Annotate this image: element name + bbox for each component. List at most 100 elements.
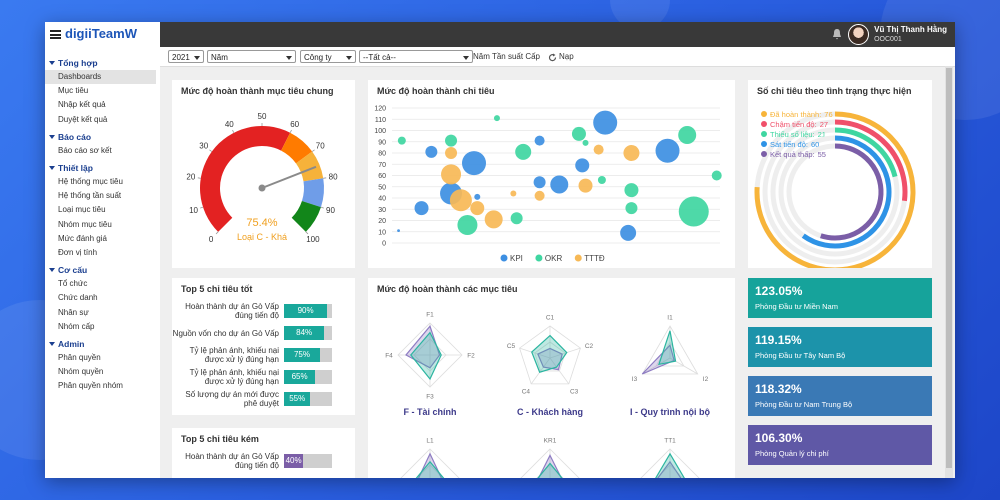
gauge-tick-label: 10 [189,206,198,215]
bubble [678,196,709,227]
menu-item[interactable]: Tổ chức [58,279,88,289]
menu-item[interactable]: Nhóm mục tiêu [58,219,112,229]
radar-axis-label: C1 [546,315,555,322]
menu-item[interactable]: Nhân sự [58,307,89,317]
scroll-thumb[interactable] [946,68,952,468]
bubble [534,135,545,146]
radar-grid [641,325,699,375]
gauge-tick-label: 80 [329,173,338,182]
menu-item[interactable]: Hệ thống tần suất [58,191,122,201]
menu-item[interactable]: Mức đánh giá [58,233,107,243]
gauge-needle [261,165,317,189]
menu-toggle[interactable] [50,30,61,39]
gauge-tick [232,129,235,133]
menu-item[interactable]: Đơn vị tính [58,248,98,258]
logo[interactable]: digiiTeamW [65,26,137,41]
menu-group[interactable]: Báo cáo [45,130,160,144]
gauge-band [281,132,313,164]
radar-axis [530,357,551,385]
menu-item[interactable]: Nhóm quyền [58,367,104,377]
kpi-card: 119.15% Phòng Đầu tư Tây Nam Bộ [748,327,932,367]
gauge-tick [289,129,292,133]
y-tick-label: 10 [378,229,386,236]
bubble [711,170,722,181]
user-info: Vũ Thị Thanh Hằng OOC001 [874,25,947,44]
radar-panel: F1 F2 F3 F4 F - Tài chính C1 C2 C3 C4 C5 C - Khách… [368,278,735,478]
menu-group[interactable]: Admin [45,337,160,351]
sidebar: Tổng hợp Dashboards Mục tiêu Nhập kết quả Du… [45,47,160,478]
legend-entry: Thiếu số liệu: 21 [770,130,826,139]
panel-title: Mức độ hoàn thành chỉ tiêu [377,86,495,96]
reload-icon [548,53,557,62]
radar-axis-label: F4 [385,353,393,360]
kpi-card: 118.32% Phòng Đầu tư Nam Trung Bộ [748,376,932,416]
bubble [457,215,478,235]
gauge-tick-label: 70 [316,142,325,151]
year-select[interactable]: 2021 [168,50,204,63]
menu-group[interactable]: Tổng hợp [45,56,160,70]
radar-series [655,452,685,478]
panel-title: Mức độ hoàn thành các mục tiêu [377,284,518,294]
bubble [397,136,406,145]
bubble [575,158,590,173]
gauge-band [199,125,291,232]
menu-item[interactable]: Dashboards [45,70,156,85]
card-label: Phòng Đầu tư Nam Trung Bộ [755,400,853,409]
bubble [678,126,697,144]
menu-group[interactable]: Thiết lập [45,161,160,175]
radar-series [658,330,677,366]
period-select[interactable]: Năm [207,50,296,63]
legend-label: Đã hoàn thành: [770,110,821,119]
menu-item[interactable]: Báo cáo sơ kết [58,145,112,155]
radar-grid [640,448,700,478]
top-bar: Vũ Thị Thanh Hằng OOC001 [45,22,955,47]
avatar [848,24,870,45]
bar-value-label: 40% [285,456,302,465]
menu-item[interactable]: Hệ thống mục tiêu [58,177,123,187]
reload-button[interactable]: Nạp [559,52,574,61]
user-box[interactable]: Vũ Thị Thanh Hằng OOC001 [842,24,947,45]
bubble [414,201,429,216]
bubble [624,183,639,198]
radar-series [531,334,568,373]
menu-item[interactable]: Loại mục tiêu [58,205,106,215]
radar-charts: F1 F2 F3 F4 F - Tài chính C1 C2 C3 C4 C5 C - Khách… [385,312,710,478]
radar-series [657,460,682,478]
legend-marker [761,111,767,117]
bar-track: 40% [284,454,332,468]
bar: 84% [284,326,325,340]
menu-item[interactable]: Chức danh [58,293,98,303]
bubble [593,110,618,135]
logo-area: digiiTeamW [45,22,160,47]
unit-select[interactable]: Công ty [300,50,356,63]
bar: 65% [284,370,316,384]
menu-item[interactable]: Phân quyền nhóm [58,381,123,391]
menu-group[interactable]: Cơ cấu [45,263,160,277]
radar-axis-label: C5 [507,343,516,350]
gauge-annotation: Loại C - Khá [237,232,287,242]
bubble [510,190,517,197]
bubble [462,151,486,176]
card-value: 123.05% [755,284,803,298]
menu-item[interactable]: Phân quyền [58,353,101,363]
legend-label: Sát tiến độ: [770,140,808,149]
radial-bar [834,127,898,178]
y-tick-label: 80 [378,151,386,158]
menu-item[interactable]: Nhóm cấp [58,321,95,331]
gauge-band [295,151,324,182]
bell-icon[interactable] [832,28,842,40]
bar-label: Nguồn vốn cho dự án Gò Vấp [172,328,279,338]
scope-select[interactable]: --Tất cả-- [359,50,473,63]
bar-track: 55% [284,392,332,406]
legend-entry: Sát tiến độ: 60 [770,140,819,149]
menu-item[interactable]: Duyệt kết quả [58,114,108,124]
menu-item[interactable]: Mục tiêu [58,86,89,96]
scrollbar[interactable] [945,66,953,478]
bar-track: 75% [284,348,332,362]
radar-axis [519,347,551,359]
radar-series [538,454,562,478]
menu-item[interactable]: Nhập kết quả [58,100,106,110]
bar-row: Hoàn thành dự án Gò Vấp đúng tiến độ 40% [172,450,355,472]
radar-axis-label: KR1 [544,438,557,445]
gauge-tick [209,149,213,152]
